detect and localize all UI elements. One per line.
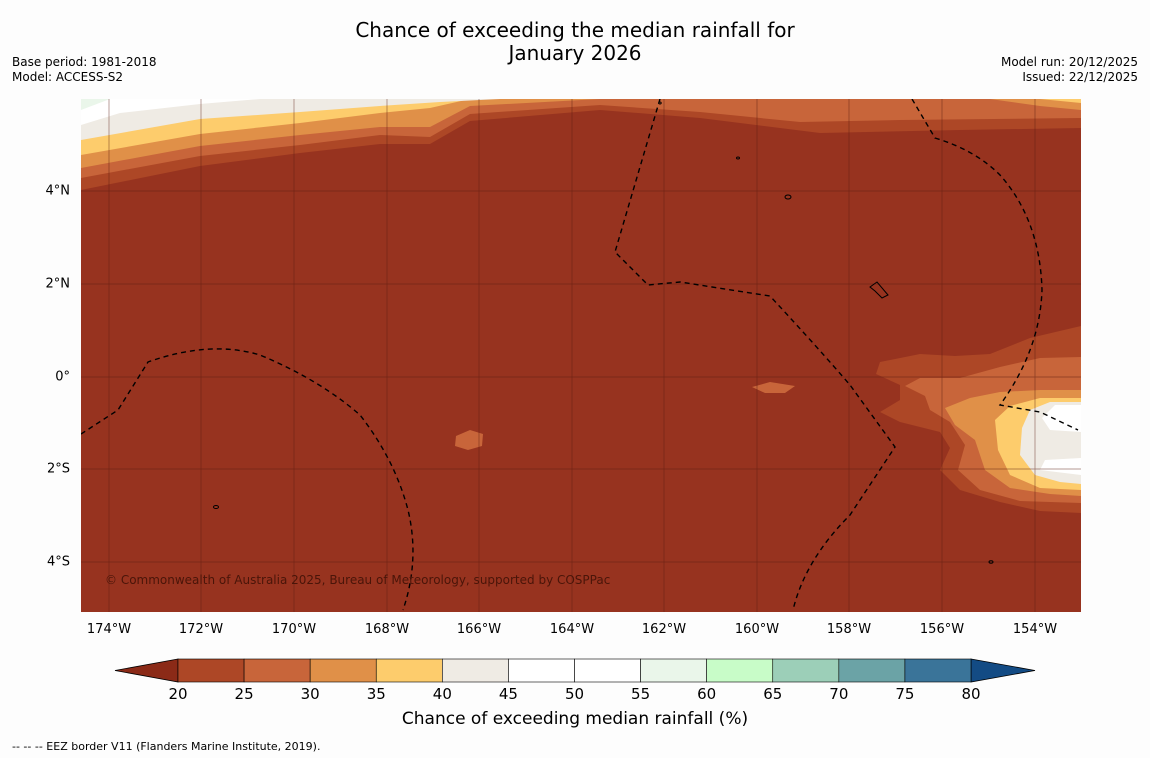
lon-label-156w: 156°W (919, 622, 965, 637)
colorbar-tick-label: 75 (895, 685, 915, 703)
lon-label-162w: 162°W (641, 622, 687, 637)
colorbar-tick-label: 20 (168, 685, 188, 703)
islands (213, 101, 994, 564)
contour-top-40 (81, 99, 1081, 155)
colorbar-tick-label: 55 (631, 685, 651, 703)
copyright-text: © Commonwealth of Australia 2025, Bureau… (105, 573, 610, 587)
colorbar (114, 658, 1036, 683)
colorbar-tick-label: 80 (961, 685, 981, 703)
colorbar-segment (309, 658, 377, 683)
title-line-1: Chance of exceeding the median rainfall … (355, 18, 795, 42)
colorbar-segment (442, 658, 509, 683)
colorbar-tick-label: 25 (234, 685, 254, 703)
lon-label-168w: 168°W (364, 622, 410, 637)
contour-top-45 (81, 99, 500, 140)
lon-label-172w: 172°W (178, 622, 224, 637)
meta-left: Base period: 1981-2018 Model: ACCESS-S2 (12, 55, 157, 85)
colorbar-segment (243, 658, 311, 683)
island-4 (988, 560, 994, 564)
meta-right: Model run: 20/12/2025 Issued: 22/12/2025 (1001, 55, 1138, 85)
eez-border-west (81, 348, 414, 611)
colorbar-segment (574, 658, 641, 683)
colorbar-under-arrow (114, 658, 179, 683)
map-area: © Commonwealth of Australia 2025, Bureau… (81, 99, 1081, 612)
lat-label-2n: 2°N (45, 276, 71, 292)
colorbar-tick-label: 30 (300, 685, 320, 703)
island-3 (213, 505, 219, 509)
island-1 (784, 194, 792, 200)
colorbar-segment (904, 658, 972, 683)
colorbar-label: Chance of exceeding median rainfall (%) (401, 709, 749, 729)
colorbar-tick-label: 60 (697, 685, 717, 703)
lat-label-2s: 2°S (46, 461, 70, 477)
colorbar-segment (772, 658, 840, 683)
colorbar-segment (375, 658, 443, 683)
colorbar-segment (706, 658, 774, 683)
lon-label-160w: 160°W (734, 622, 780, 637)
lat-label-4s: 4°S (46, 554, 70, 570)
colorbar-tick-label: 70 (829, 685, 849, 703)
model-name: Model: ACCESS-S2 (12, 70, 124, 84)
contour-east-50 (1040, 405, 1081, 475)
eez-border-central (614, 99, 896, 611)
lon-label-170w: 170°W (271, 622, 317, 637)
lon-label-166w: 166°W (456, 622, 502, 637)
title-line-2: January 2026 (508, 41, 642, 65)
eez-borders (81, 99, 1079, 611)
eez-border-east (911, 99, 1079, 431)
lat-label-4n: 4°N (45, 183, 71, 199)
colorbar-segment (177, 658, 245, 683)
colorbar-tick-label: 40 (432, 685, 452, 703)
colorbar-tick-label: 45 (498, 685, 518, 703)
lon-label-158w: 158°W (826, 622, 872, 637)
colorbar-tick-label: 65 (763, 685, 783, 703)
patch-160w (752, 382, 795, 393)
graticule (81, 99, 1081, 612)
colorbar-over-arrow (970, 658, 1036, 683)
model-run: Model run: 20/12/2025 (1000, 55, 1138, 69)
island-5 (736, 156, 740, 160)
contour-top-60 (81, 99, 110, 110)
colorbar-segment (838, 658, 906, 683)
colorbar-segment (508, 658, 575, 683)
map-title: Chance of exceeding the median rainfall … (0, 19, 1150, 65)
lat-label-0: 0° (55, 369, 70, 385)
lon-label-164w: 164°W (549, 622, 595, 637)
contour-top-50 (81, 99, 260, 125)
island-6 (658, 101, 662, 105)
base-period: Base period: 1981-2018 (12, 55, 157, 69)
island-2 (869, 281, 889, 299)
issued-date: Issued: 22/12/2025 (1022, 70, 1138, 84)
colorbar-tick-label: 35 (366, 685, 386, 703)
colorbar-tick-label: 50 (564, 685, 585, 703)
eez-legend: -- -- -- EEZ border V11 (Flanders Marine… (12, 740, 321, 753)
patch-166w (455, 430, 483, 450)
lon-label-174w: 174°W (86, 622, 132, 637)
lon-label-154w: 154°W (1012, 622, 1058, 637)
colorbar-segment (640, 658, 707, 683)
